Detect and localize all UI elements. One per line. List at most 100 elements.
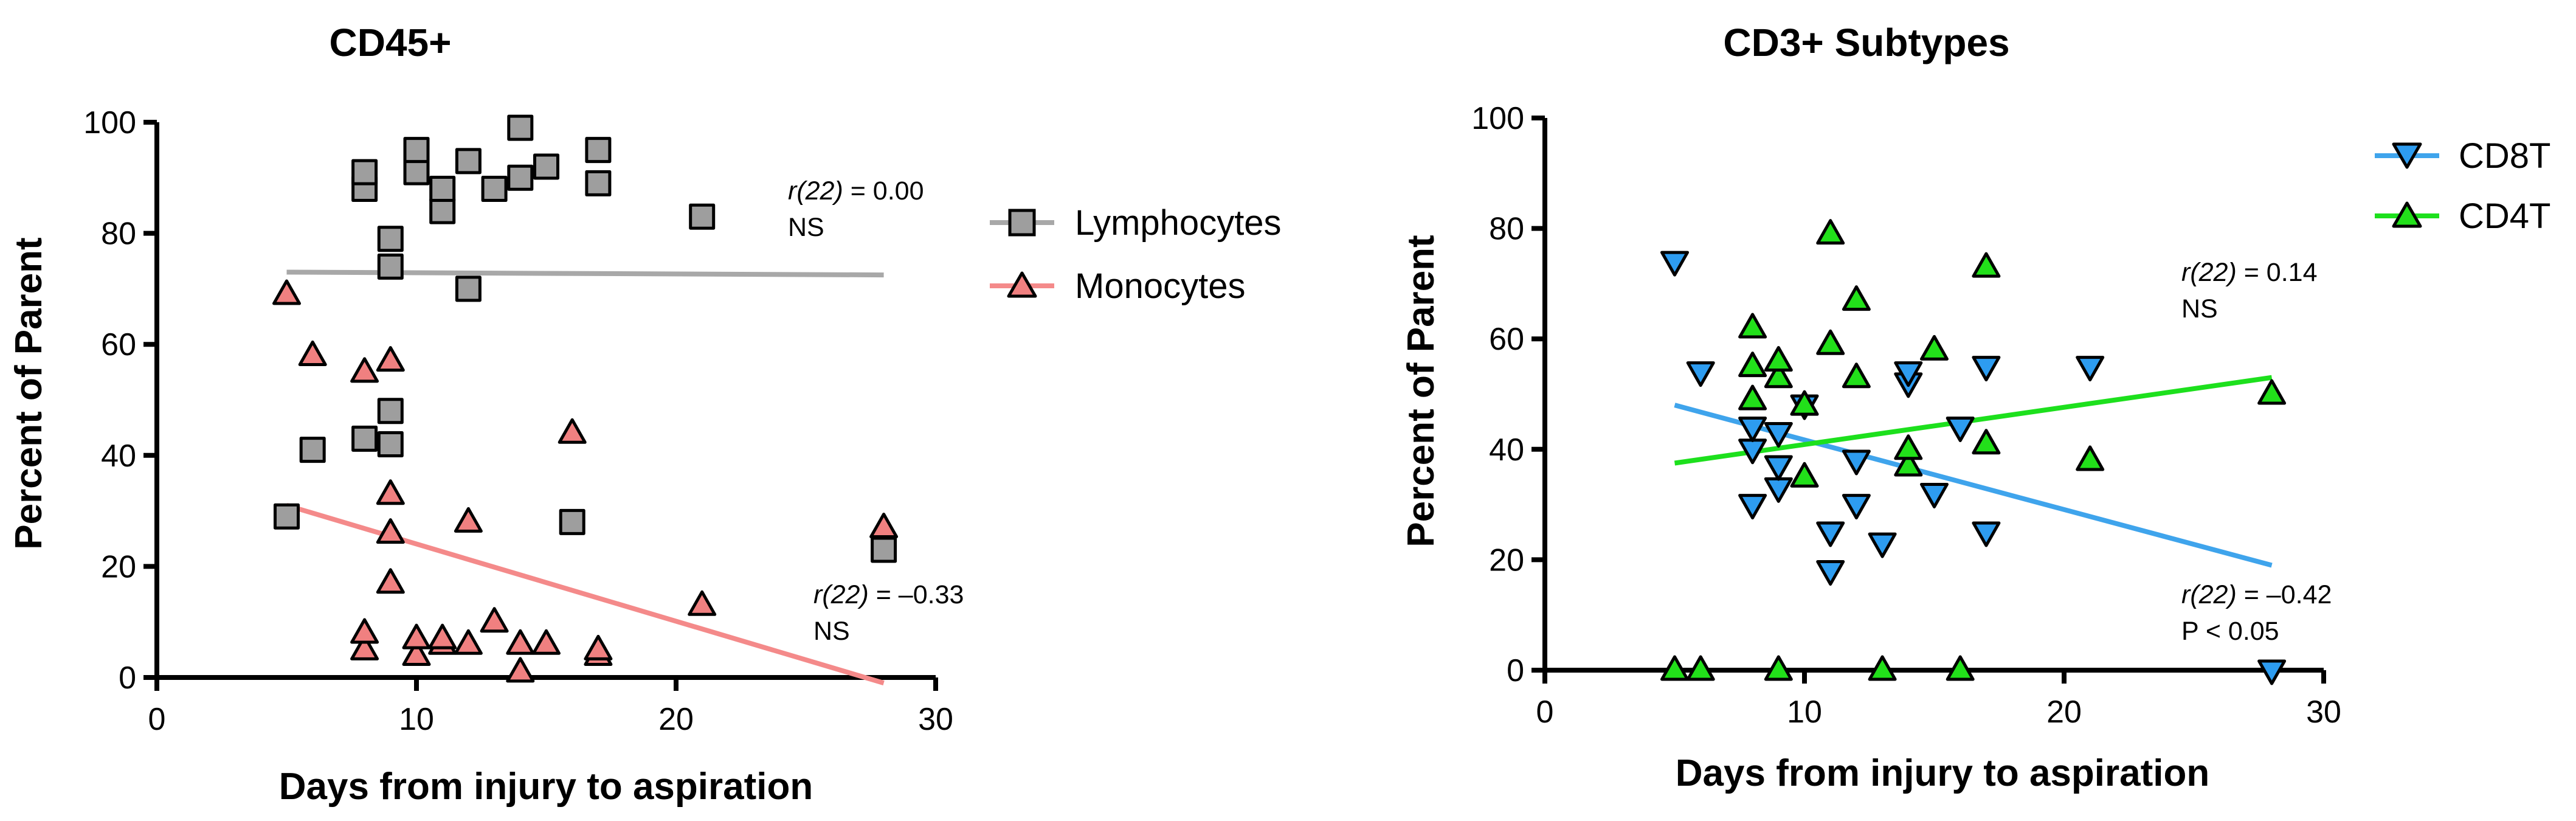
point-cd4t: [2257, 379, 2287, 405]
annotation-r-lymphocytes: r(22): [788, 176, 843, 206]
point-monocytes: [454, 507, 483, 533]
trend-line-cd8t: [1674, 403, 2273, 568]
point-cd8t: [2257, 659, 2287, 685]
legend-label-lymphocytes: Lymphocytes: [1075, 203, 1282, 243]
point-cd4t: [1660, 655, 1689, 681]
point-lymphocytes: [429, 176, 456, 203]
legend-square-icon: [1008, 209, 1036, 237]
y-axis-title-cd3: Percent of Parent: [1400, 235, 1442, 547]
y-tick-label: 20: [1489, 542, 1524, 578]
point-lymphocytes: [351, 425, 378, 452]
annotation-stat-cd8t: r(22) = –0.42: [2181, 580, 2332, 609]
point-monocytes: [376, 568, 405, 594]
point-cd8t: [1972, 356, 2001, 382]
legend-triangle-up-icon: [2392, 201, 2422, 228]
point-cd8t: [1686, 361, 1715, 387]
point-cd4t: [1894, 434, 1923, 460]
y-axis-title-cd45: Percent of Parent: [8, 237, 50, 549]
chart-title-cd3: CD3+ Subtypes: [1723, 21, 2009, 64]
panel-cd45: CD45+ Percent of Parent Days from injury…: [8, 21, 1282, 808]
annotation-note-cd8t: P < 0.05: [2181, 617, 2279, 646]
point-cd4t: [1842, 285, 1871, 311]
point-lymphocytes: [689, 203, 716, 230]
point-cd4t: [1686, 655, 1715, 681]
point-lymphocytes: [455, 148, 482, 175]
ticks-cd3: 0 20 40 60 80 100 0 10 20 30: [1471, 101, 2341, 730]
annotation-lymphocytes: r(22) = 0.00 NS: [788, 176, 924, 242]
point-monocytes: [532, 629, 561, 655]
point-monocytes: [376, 518, 405, 544]
annotation-stat-cd4t: r(22) = 0.14: [2181, 258, 2318, 287]
annotation-cd4t: r(22) = 0.14 NS: [2181, 258, 2318, 324]
point-cd8t: [1868, 532, 1897, 558]
point-lymphocytes: [481, 176, 508, 203]
point-monocytes: [402, 623, 431, 650]
point-cd8t: [1946, 416, 1975, 442]
legend-item-cd8t: CD8T: [2375, 136, 2550, 176]
point-monocytes: [350, 618, 379, 644]
legend-label-monocytes: Monocytes: [1075, 266, 1245, 306]
point-cd4t: [1972, 429, 2001, 455]
annotation-note-lymphocytes: NS: [788, 213, 824, 242]
point-cd4t: [1764, 346, 1793, 372]
point-cd8t: [1894, 361, 1923, 387]
y-tick-label: 60: [1489, 322, 1524, 357]
point-monocytes: [869, 512, 899, 538]
annotation-cd8t: r(22) = –0.42 P < 0.05: [2181, 580, 2332, 646]
y-tick-label: 40: [1489, 432, 1524, 468]
point-lymphocytes: [559, 508, 585, 535]
point-lymphocytes: [377, 398, 404, 424]
point-lymphocytes: [507, 164, 534, 191]
point-lymphocytes: [507, 114, 534, 141]
legend-triangle-down-icon: [2392, 142, 2422, 169]
annotation-note-monocytes: NS: [813, 617, 850, 646]
y-tick-label: 100: [83, 105, 136, 140]
points-cd45: [272, 114, 899, 683]
annotation-value-cd8t: = –0.42: [2237, 580, 2332, 609]
point-cd8t: [1816, 521, 1845, 547]
point-cd4t: [1816, 219, 1845, 245]
y-tick-label: 20: [101, 549, 136, 584]
point-lymphocytes: [274, 503, 300, 530]
point-lymphocytes: [585, 137, 612, 164]
annotation-stat-lymphocytes: r(22) = 0.00: [788, 176, 924, 206]
point-lymphocytes: [585, 170, 612, 196]
point-monocytes: [272, 279, 301, 305]
point-cd8t: [1842, 494, 1871, 520]
annotation-r-cd8t: r(22): [2181, 580, 2237, 609]
legend-label-cd4t: CD4T: [2459, 196, 2550, 236]
point-monocytes: [350, 634, 379, 660]
point-cd8t: [2076, 356, 2105, 382]
annotation-r-monocytes: r(22): [813, 580, 869, 609]
legend-item-cd4t: CD4T: [2375, 196, 2550, 236]
point-monocytes: [350, 357, 379, 383]
point-cd4t: [2076, 445, 2105, 471]
point-lymphocytes: [403, 137, 430, 164]
point-cd8t: [1764, 422, 1793, 448]
legend-label-cd8t: CD8T: [2459, 136, 2550, 176]
point-monocytes: [376, 479, 405, 505]
x-tick-label: 30: [918, 702, 953, 737]
y-tick-label: 60: [101, 327, 136, 362]
y-tick-label: 0: [119, 660, 136, 696]
point-lymphocytes: [871, 536, 897, 563]
point-cd4t: [1790, 390, 1819, 416]
y-tick-label: 80: [1489, 212, 1524, 247]
point-cd4t: [1842, 362, 1871, 389]
x-tick-label: 30: [2306, 695, 2341, 730]
point-lymphocytes: [351, 159, 378, 185]
y-tick-label: 100: [1471, 101, 1524, 136]
point-monocytes: [298, 340, 327, 366]
panel-cd3: CD3+ Subtypes Percent of Parent Days fro…: [1400, 21, 2550, 794]
legend-item-monocytes: Monocytes: [990, 266, 1245, 306]
point-cd4t: [1972, 252, 2001, 278]
point-lymphocytes: [377, 226, 404, 252]
point-lymphocytes: [429, 198, 456, 224]
point-monocytes: [376, 346, 405, 372]
point-monocytes: [688, 590, 717, 616]
point-cd4t: [1816, 329, 1845, 355]
point-cd4t: [1738, 384, 1767, 410]
point-cd4t: [1868, 655, 1897, 681]
point-lymphocytes: [377, 431, 404, 458]
